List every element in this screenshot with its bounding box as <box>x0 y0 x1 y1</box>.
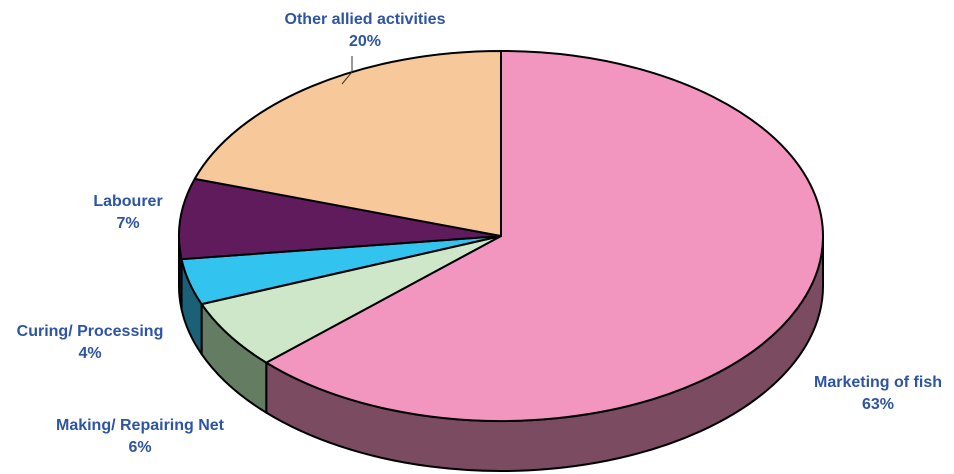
slice-value-other-allied-activities: 20% <box>349 33 381 50</box>
slice-label-marketing-of-fish: Marketing of fish <box>814 374 942 391</box>
slice-value-curing-processing: 4% <box>78 345 101 362</box>
leader-lines <box>341 56 353 85</box>
pie-tops <box>178 50 824 422</box>
slice-label-labourer: Labourer <box>93 193 162 210</box>
pie-slice-making-repairing-net <box>200 235 502 364</box>
leader-line-other-allied-activities <box>341 56 353 85</box>
slice-label-other-allied-activities: Other allied activities <box>285 11 446 28</box>
pie-slice-marketing-of-fish <box>265 50 824 422</box>
pie-slice-other-allied-activities <box>193 50 502 237</box>
slice-labels: Marketing of fish 63% Making/ Repairing Ne… <box>17 11 942 456</box>
slice-value-marketing-of-fish: 63% <box>862 396 894 413</box>
slice-value-labourer: 7% <box>116 215 139 232</box>
slice-value-making-repairing-net: 6% <box>128 439 151 456</box>
pie-slice-labourer <box>178 177 502 261</box>
slice-label-making-repairing-net: Making/ Repairing Net <box>56 417 225 434</box>
slice-label-curing-processing: Curing/ Processing <box>17 323 164 340</box>
